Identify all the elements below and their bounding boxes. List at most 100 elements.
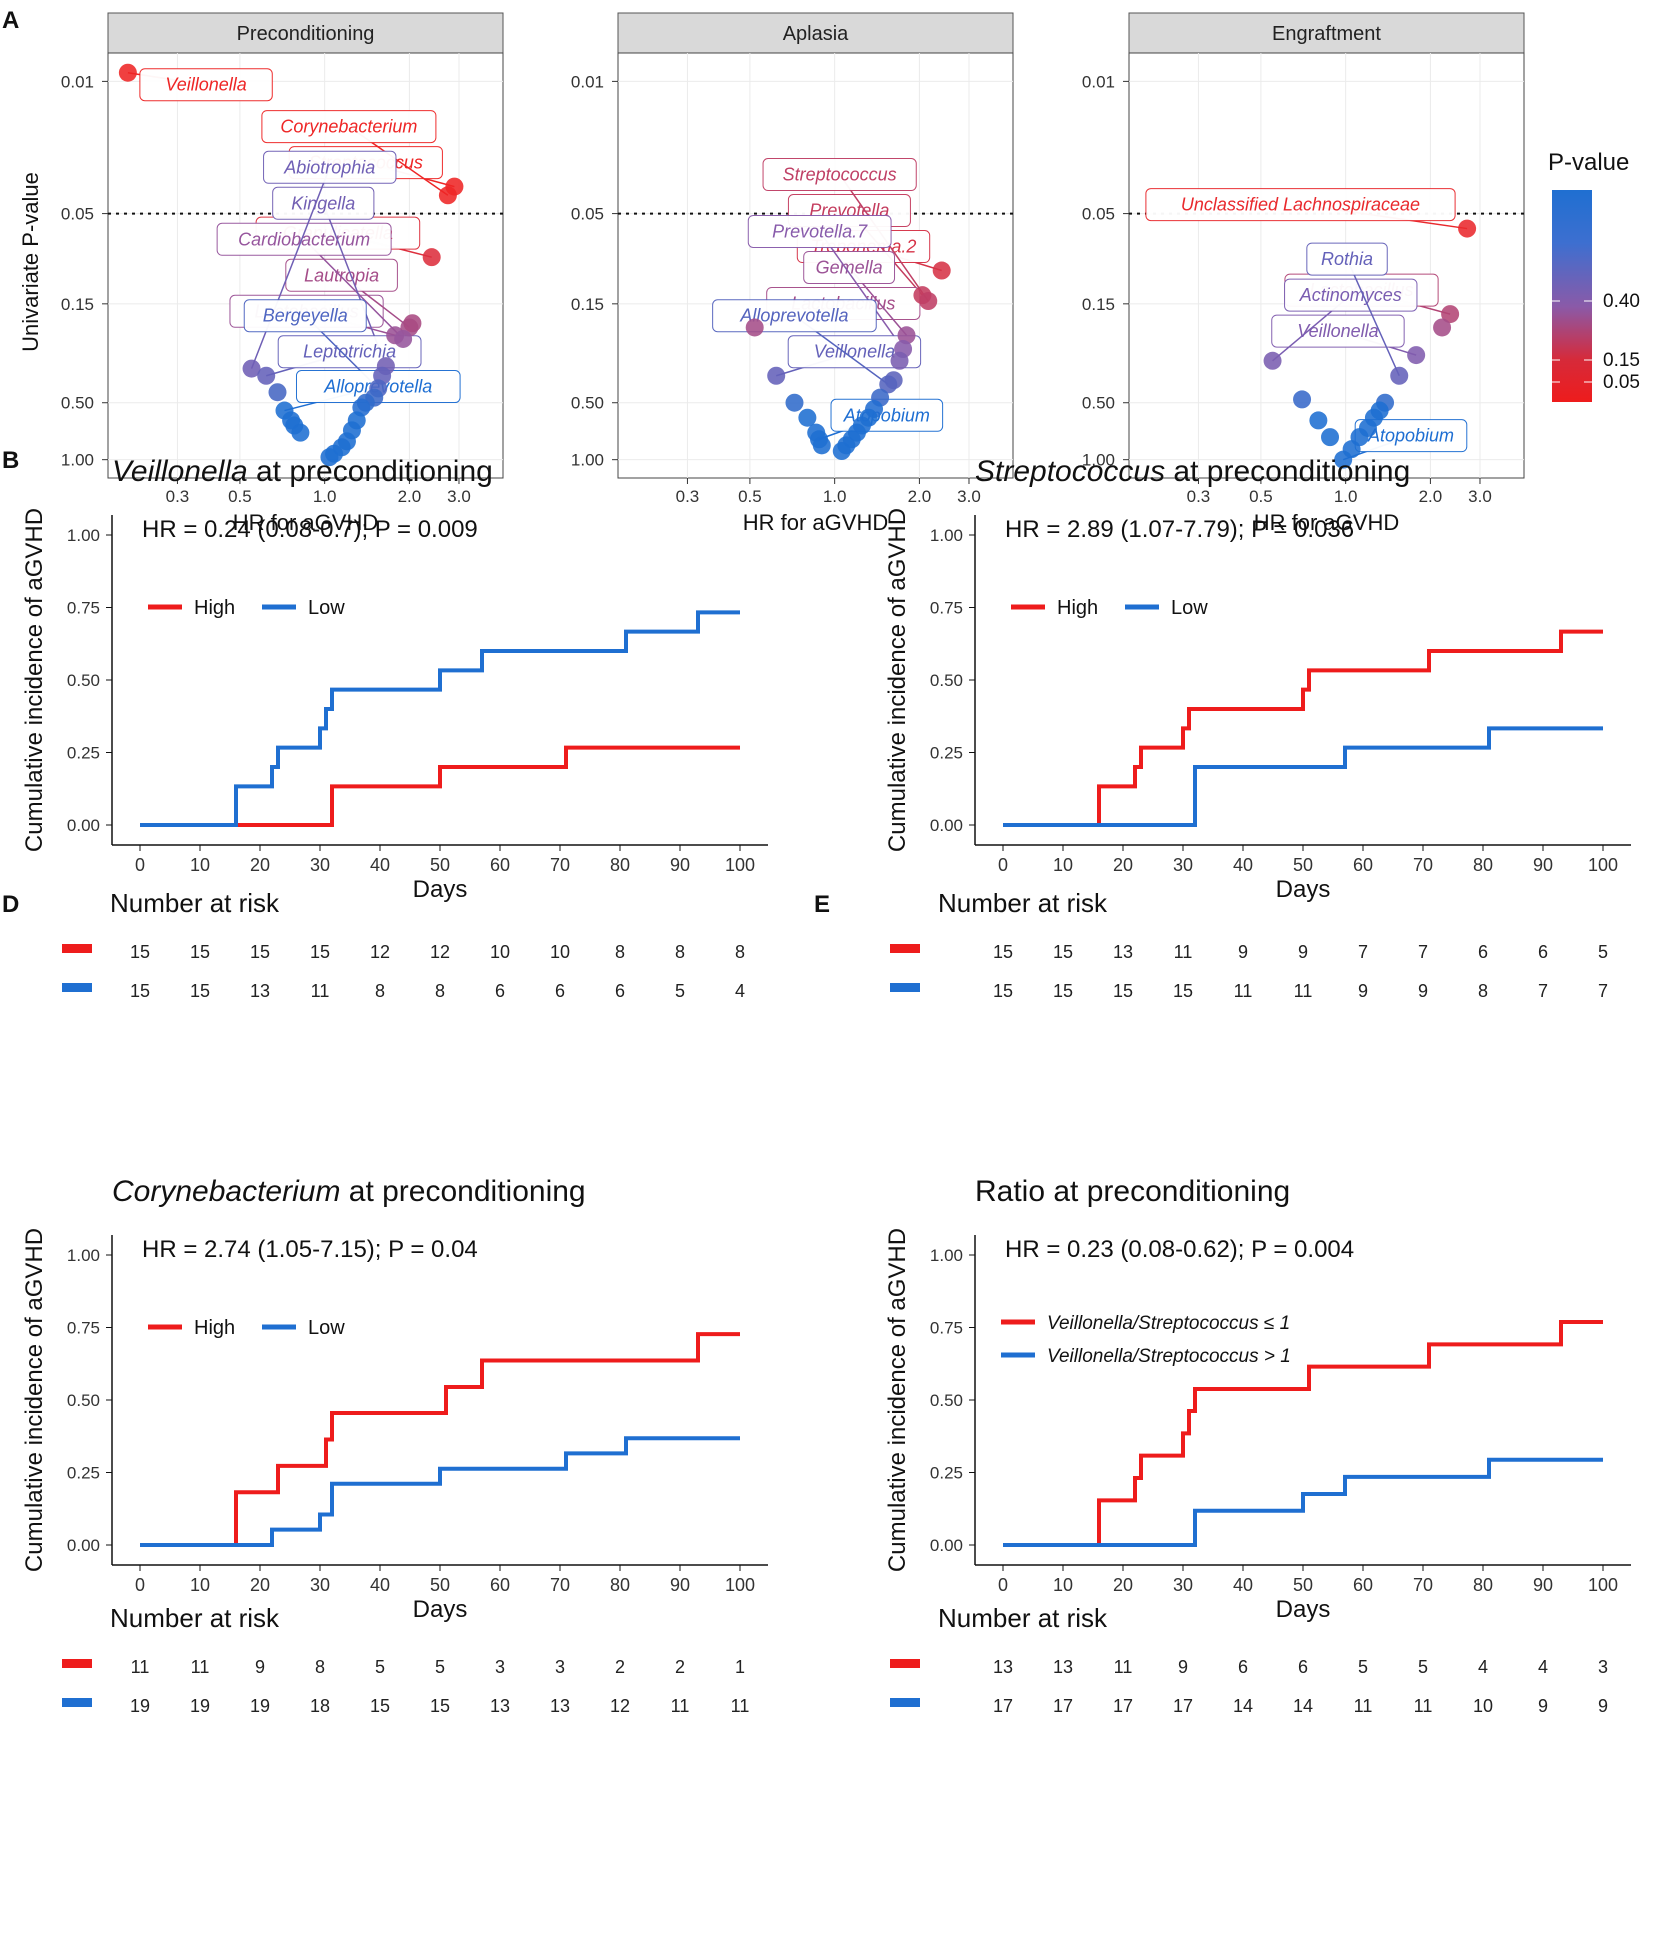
legend-label: High: [1057, 597, 1098, 619]
x-tick-label: 60: [490, 1575, 510, 1595]
data-point: [1458, 220, 1476, 238]
y-tick-label: 1.00: [930, 526, 963, 545]
risk-count: 9: [1238, 942, 1248, 962]
risk-count: 2: [615, 1657, 625, 1677]
data-point: [1321, 428, 1339, 446]
x-axis-title: Days: [413, 1596, 468, 1623]
risk-count: 8: [1478, 981, 1488, 1001]
km-panel-f: Corynebacterium at preconditioning0.000.…: [21, 1175, 768, 1623]
risk-count: 9: [255, 1657, 265, 1677]
data-point: [394, 330, 412, 348]
risk-row-swatch: [62, 1659, 92, 1668]
point-label: Streptococcus: [783, 165, 897, 185]
risk-count: 9: [1418, 981, 1428, 1001]
risk-count: 10: [550, 942, 570, 962]
point-label: Corynebacterium: [280, 117, 417, 137]
risk-row-swatch: [62, 944, 92, 953]
risk-count: 5: [375, 1657, 385, 1677]
risk-count: 11: [671, 1696, 690, 1716]
y-tick-label: 0.50: [67, 1391, 100, 1410]
risk-count: 5: [675, 981, 685, 1001]
data-point: [269, 383, 287, 401]
y-tick-label: 0.05: [571, 205, 604, 224]
data-point: [423, 248, 441, 266]
x-tick-label: 0: [998, 1575, 1008, 1595]
point-label: Unclassified Lachnospiraceae: [1181, 195, 1420, 215]
risk-count: 3: [495, 1657, 505, 1677]
y-tick-label: 0.15: [61, 295, 94, 314]
risk-count: 11: [191, 1657, 210, 1677]
risk-count: 9: [1178, 1657, 1188, 1677]
risk-count: 6: [495, 981, 505, 1001]
risk-count: 15: [130, 942, 150, 962]
x-tick-label: 10: [190, 1575, 210, 1595]
x-tick-label: 30: [1173, 1575, 1193, 1595]
risk-count: 7: [1598, 981, 1608, 1001]
x-tick-label: 2.0: [908, 487, 932, 506]
x-tick-label: 100: [1588, 1575, 1618, 1595]
risk-count: 13: [550, 1696, 570, 1716]
legend-label: High: [194, 1317, 235, 1339]
legend-label: Low: [1171, 597, 1208, 619]
x-tick-label: 0: [135, 855, 145, 875]
panel-label-E: E: [814, 891, 830, 918]
x-tick-label: 1.0: [823, 487, 847, 506]
y-tick-label: 0.15: [571, 295, 604, 314]
y-tick-label: 0.50: [571, 394, 604, 413]
x-tick-label: 100: [1588, 855, 1618, 875]
risk-count: 19: [250, 1696, 270, 1716]
risk-count: 6: [1298, 1657, 1308, 1677]
risk-count: 5: [1358, 1657, 1368, 1677]
hr-statistic: HR = 0.23 (0.08-0.62); P = 0.004: [1005, 1236, 1354, 1263]
x-tick-label: 10: [1053, 1575, 1073, 1595]
y-tick-label: 1.00: [67, 526, 100, 545]
y-axis-title: Univariate P-value: [18, 172, 43, 352]
risk-count: 15: [1173, 981, 1193, 1001]
y-tick-label: 1.00: [61, 451, 94, 470]
y-tick-label: 0.50: [61, 394, 94, 413]
facet-title: Engraftment: [1272, 23, 1381, 45]
risk-count: 15: [993, 981, 1013, 1001]
y-tick-label: 0.01: [61, 72, 94, 91]
risk-count: 6: [555, 981, 565, 1001]
risk-count: 7: [1538, 981, 1548, 1001]
risk-row-swatch: [890, 1698, 920, 1707]
y-axis-title: Cumulative incidence of aGVHD: [884, 1228, 911, 1572]
x-tick-label: 70: [1413, 855, 1433, 875]
km-curve: [140, 1438, 740, 1545]
y-tick-label: 0.75: [930, 599, 963, 618]
x-tick-label: 40: [370, 855, 390, 875]
risk-count: 11: [1294, 981, 1313, 1001]
risk-count: 3: [555, 1657, 565, 1677]
km-panel-g: Ratio at preconditioning0.000.250.500.75…: [884, 1175, 1631, 1623]
x-tick-label: 0: [998, 855, 1008, 875]
y-tick-label: 0.01: [571, 72, 604, 91]
x-tick-label: 90: [1533, 855, 1553, 875]
x-tick-label: 80: [610, 855, 630, 875]
x-tick-label: 70: [550, 1575, 570, 1595]
risk-table-d: Number at risk15 15 15 15 12 12 10 10 8 8 815 15 13 1…: [62, 888, 745, 1001]
risk-count: 7: [1418, 942, 1428, 962]
legend-label: Veillonella/Streptococcus ≤ 1: [1047, 1313, 1290, 1334]
risk-count: 13: [250, 981, 270, 1001]
title-italic: Veillonella: [112, 455, 248, 488]
panel-label-B: B: [2, 447, 19, 474]
point-label: Atopobium: [1367, 426, 1454, 446]
x-tick-label: 20: [1113, 1575, 1133, 1595]
risk-count: 6: [615, 981, 625, 1001]
x-tick-label: 20: [250, 855, 270, 875]
y-tick-label: 0.75: [67, 1319, 100, 1338]
risk-count: 8: [615, 942, 625, 962]
y-tick-label: 0.75: [67, 599, 100, 618]
legend-label: High: [194, 597, 235, 619]
risk-count: 15: [190, 981, 210, 1001]
legend-label: Low: [308, 597, 345, 619]
y-tick-label: 1.00: [930, 1246, 963, 1265]
data-point: [813, 436, 831, 454]
x-axis-title: HR for aGVHD: [743, 510, 888, 535]
km-curve: [1003, 728, 1603, 825]
y-tick-label: 0.25: [67, 744, 100, 763]
x-tick-label: 50: [1293, 1575, 1313, 1595]
chart-title: Veillonella at preconditioning: [112, 455, 493, 488]
x-tick-label: 70: [550, 855, 570, 875]
